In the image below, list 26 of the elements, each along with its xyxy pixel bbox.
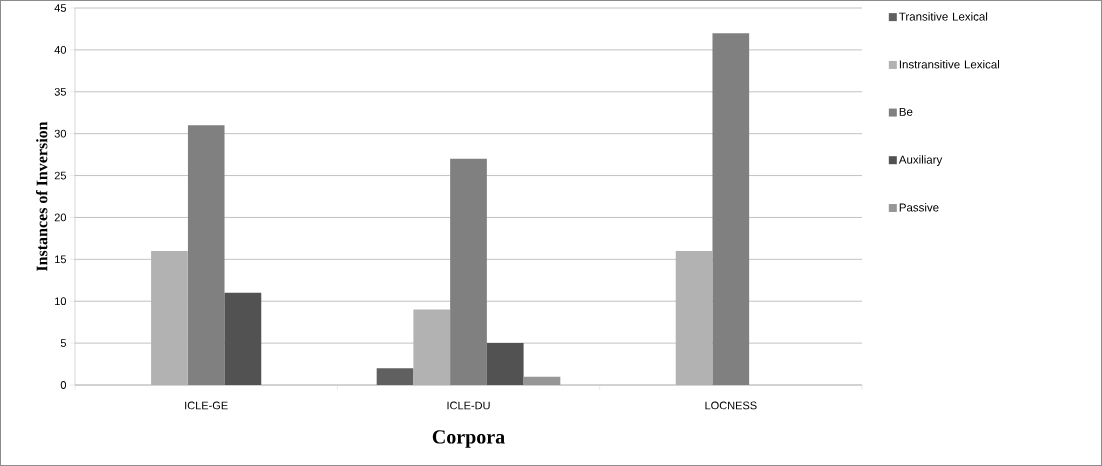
x-axis-title: Corpora (432, 430, 505, 448)
bar (224, 292, 262, 385)
y-tick-label: 45 (54, 4, 66, 12)
y-tick-label: 20 (54, 213, 67, 222)
bar (450, 158, 487, 385)
y-tick-label: 30 (54, 129, 67, 138)
x-tick-label: ICLE-DU (447, 401, 490, 410)
x-tick-label: LOCNESS (705, 401, 757, 410)
legend-label: Be (899, 107, 913, 116)
y-tick-label: 5 (60, 339, 66, 347)
legend-label: Auxiliary (898, 155, 943, 166)
bar (712, 33, 750, 385)
y-tick-label: 25 (54, 171, 66, 180)
y-tick-label: 0 (60, 381, 67, 389)
bar (376, 368, 414, 385)
y-axis-title: Instances of Inversion (35, 121, 48, 272)
legend-label: Passive (899, 203, 939, 212)
bar (187, 125, 225, 385)
y-tick-label: 40 (54, 46, 67, 54)
legend-label: Instransitive Lexical (899, 60, 1000, 69)
x-tick-label: ICLE-GE (185, 401, 228, 410)
y-tick-label: 35 (54, 87, 66, 96)
bar (486, 343, 524, 385)
y-tick-label: 10 (55, 297, 67, 306)
legend-label: Transitive Lexical (899, 12, 988, 21)
y-tick-label: 15 (55, 255, 66, 264)
